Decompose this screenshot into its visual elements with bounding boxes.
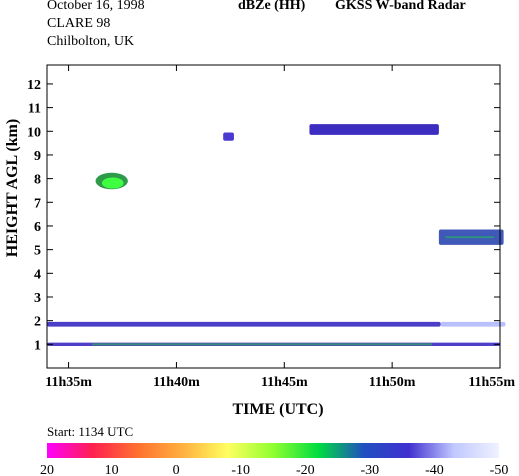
y-tick-label: 12 (27, 78, 41, 93)
date-label: October 16, 1998 (47, 0, 145, 13)
start-time-label: Start: 1134 UTC (47, 424, 134, 439)
x-tick-label: 11h55m (468, 375, 515, 390)
colorbar-tick-label: -50 (490, 463, 509, 476)
product-label: dBZe (HH) (238, 0, 306, 13)
y-tick-label: 2 (34, 315, 41, 330)
colorbar-tick-label: -40 (425, 463, 444, 476)
campaign-label: CLARE 98 (47, 16, 111, 31)
colorbar-tick-label: 10 (105, 463, 119, 476)
radar-echo (47, 342, 500, 346)
y-tick-label: 8 (34, 173, 41, 188)
radar-echo (438, 229, 504, 245)
instrument-label: GKSS W-band Radar (335, 0, 466, 13)
colorbar-ticks: 20 10 0 -10 -20 -30 -40 -50 (40, 463, 508, 476)
colorbar-tick-label: 0 (173, 463, 180, 476)
y-tick-label: 11 (28, 102, 41, 117)
colorbar-tick-label: 20 (40, 463, 54, 476)
colorbar-tick-label: -10 (231, 463, 250, 476)
radar-echo (223, 132, 234, 141)
y-tick-label: 3 (34, 291, 41, 306)
radar-echo-cell (47, 321, 441, 327)
y-tick-label: 6 (34, 220, 41, 235)
radar-echo-core (445, 236, 494, 239)
x-tick-label: 11h40m (153, 375, 200, 390)
radar-echo (440, 321, 506, 327)
x-axis-label: TIME (UTC) (232, 401, 323, 418)
radar-echo (309, 124, 439, 135)
colorbar-tick-label: -30 (361, 463, 380, 476)
colorbar-tick-label: -20 (296, 463, 315, 476)
radar-echo-cell (309, 124, 439, 135)
plot-frame (46, 64, 501, 369)
radar-echo (95, 172, 128, 190)
y-tick-label: 9 (34, 149, 41, 164)
y-tick-label: 1 (34, 338, 41, 353)
x-tick-label: 11h50m (369, 375, 416, 390)
echo-layer (47, 124, 506, 346)
radar-echo-cell (440, 321, 506, 327)
y-axis-label: HEIGHT AGL (km) (4, 119, 21, 257)
x-tick-label: 11h45m (261, 375, 308, 390)
location-label: Chilbolton, UK (47, 34, 135, 49)
y-tick-label: 10 (27, 125, 41, 140)
y-tick-label: 7 (34, 196, 41, 211)
y-tick-label: 5 (34, 244, 41, 259)
radar-echo-cell (223, 132, 234, 141)
x-tick-label: 11h35m (45, 375, 92, 390)
radar-echo-core (101, 177, 124, 189)
y-tick-label: 4 (34, 267, 41, 282)
radar-echo-core (92, 343, 433, 346)
radar-echo (47, 321, 441, 327)
x-axis: 11h35m 11h40m 11h45m 11h50m 11h55m (45, 65, 515, 390)
colorbar (47, 443, 499, 458)
